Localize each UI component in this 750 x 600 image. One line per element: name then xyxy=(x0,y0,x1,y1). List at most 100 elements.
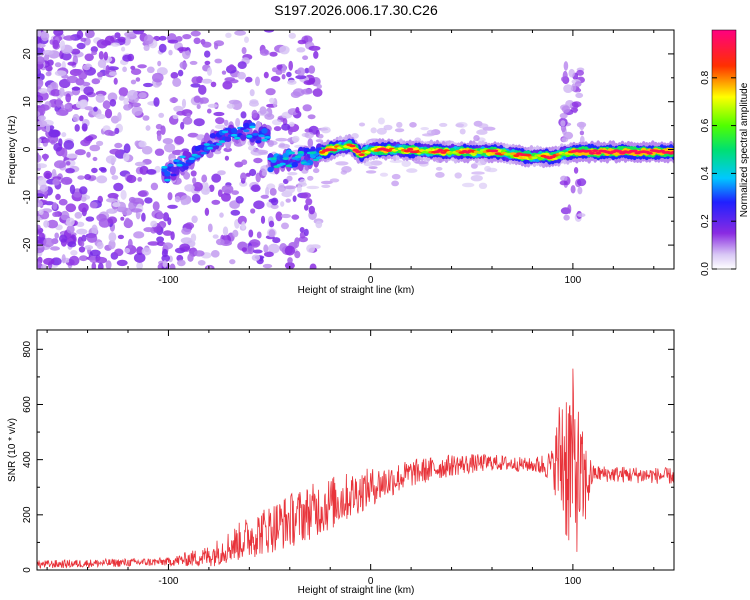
snr-axes: -100 0 100 0 200 400 600 800 xyxy=(22,330,674,587)
noise-blob xyxy=(167,192,173,201)
noise-blob xyxy=(214,58,223,64)
noise-blob xyxy=(182,34,192,40)
noise-blob xyxy=(204,207,210,216)
ridge-segment xyxy=(309,151,317,155)
noise-blob xyxy=(52,39,59,49)
noise-blob xyxy=(222,226,229,236)
noise-blob xyxy=(111,175,119,180)
noise-blob xyxy=(54,70,67,77)
noise-blob xyxy=(120,189,127,200)
ridge-segment xyxy=(425,148,432,152)
noise-blob xyxy=(109,148,121,155)
noise-blob xyxy=(559,180,568,186)
noise-blob xyxy=(192,181,203,192)
ridge-segment xyxy=(312,158,320,162)
noise-blob xyxy=(309,263,317,269)
noise-blob xyxy=(228,99,241,105)
noise-blob xyxy=(59,40,66,51)
noise-blob xyxy=(65,217,75,227)
noise-blob xyxy=(296,185,302,193)
noise-blob xyxy=(59,234,68,243)
noise-blob xyxy=(89,201,98,209)
noise-blob xyxy=(123,143,131,154)
noise-blob xyxy=(50,246,60,251)
noise-blob xyxy=(48,129,60,138)
noise-blob xyxy=(77,175,85,180)
noise-blob xyxy=(306,185,320,190)
noise-blob xyxy=(52,202,58,210)
noise-blob xyxy=(269,188,277,196)
noise-blob xyxy=(126,174,137,184)
noise-blob xyxy=(211,199,221,205)
noise-blob xyxy=(214,42,219,50)
ridge-segment xyxy=(170,166,177,173)
noise-blob xyxy=(141,212,146,222)
noise-blob xyxy=(127,238,133,249)
noise-blob xyxy=(37,43,46,48)
noise-blob xyxy=(139,165,149,175)
noise-blob xyxy=(579,122,585,131)
noise-blob xyxy=(167,39,179,44)
ridge-segment xyxy=(240,134,247,140)
ridge-segment xyxy=(188,157,195,161)
ridge-segment xyxy=(224,136,232,142)
noise-blob xyxy=(477,123,489,129)
noise-blob xyxy=(150,220,158,228)
noise-blob xyxy=(193,95,201,103)
noise-blob xyxy=(152,72,164,83)
ridge-segment xyxy=(243,122,250,129)
snr-y-label: SNR (10 * v/v) xyxy=(7,418,18,482)
noise-blob xyxy=(273,126,282,132)
noise-blob xyxy=(60,210,70,221)
noise-blob xyxy=(269,51,278,57)
noise-blob xyxy=(181,98,187,109)
ridge-segment xyxy=(161,165,168,169)
noise-blob xyxy=(53,142,63,152)
ridge-segment xyxy=(221,130,229,134)
noise-blob xyxy=(80,99,89,108)
noise-blob xyxy=(89,144,101,152)
noise-blob xyxy=(108,239,116,250)
noise-blob xyxy=(253,200,265,210)
noise-blob xyxy=(307,138,314,148)
noise-blob xyxy=(304,132,314,139)
noise-blob xyxy=(255,76,260,87)
noise-blob xyxy=(415,160,429,165)
noise-blob xyxy=(396,121,403,128)
noise-blob xyxy=(141,247,152,256)
ridge-segment xyxy=(264,136,271,139)
noise-blob xyxy=(84,174,92,180)
noise-blob xyxy=(158,43,167,53)
noise-blob xyxy=(240,111,247,119)
figure-title: S197.2026.006.17.30.C26 xyxy=(274,2,438,18)
noise-blob xyxy=(291,135,300,143)
noise-blob xyxy=(287,79,297,85)
noise-blob xyxy=(96,175,108,184)
ridge-segment xyxy=(588,151,596,155)
noise-blob xyxy=(270,204,279,210)
noise-blob xyxy=(193,118,205,127)
ridge-segment xyxy=(303,162,311,166)
noise-blob xyxy=(78,202,89,213)
noise-blob xyxy=(454,172,462,179)
noise-blob xyxy=(304,204,309,211)
noise-blob xyxy=(107,92,118,102)
noise-blob xyxy=(84,53,94,62)
noise-blob xyxy=(251,109,258,119)
noise-blob xyxy=(147,241,160,246)
noise-blob xyxy=(113,182,124,192)
noise-blob xyxy=(74,149,86,156)
noise-blob xyxy=(214,124,226,129)
noise-blob xyxy=(313,168,320,174)
noise-blob xyxy=(58,198,68,206)
noise-blob xyxy=(235,117,241,128)
noise-blob xyxy=(154,165,161,173)
noise-blob xyxy=(138,140,147,148)
ridge-segment xyxy=(288,151,295,155)
noise-blob xyxy=(477,129,485,134)
noise-blob xyxy=(66,225,75,234)
noise-blob xyxy=(190,170,197,177)
noise-blob xyxy=(241,221,246,230)
ridge-segment xyxy=(261,128,268,134)
noise-blob xyxy=(183,171,191,180)
